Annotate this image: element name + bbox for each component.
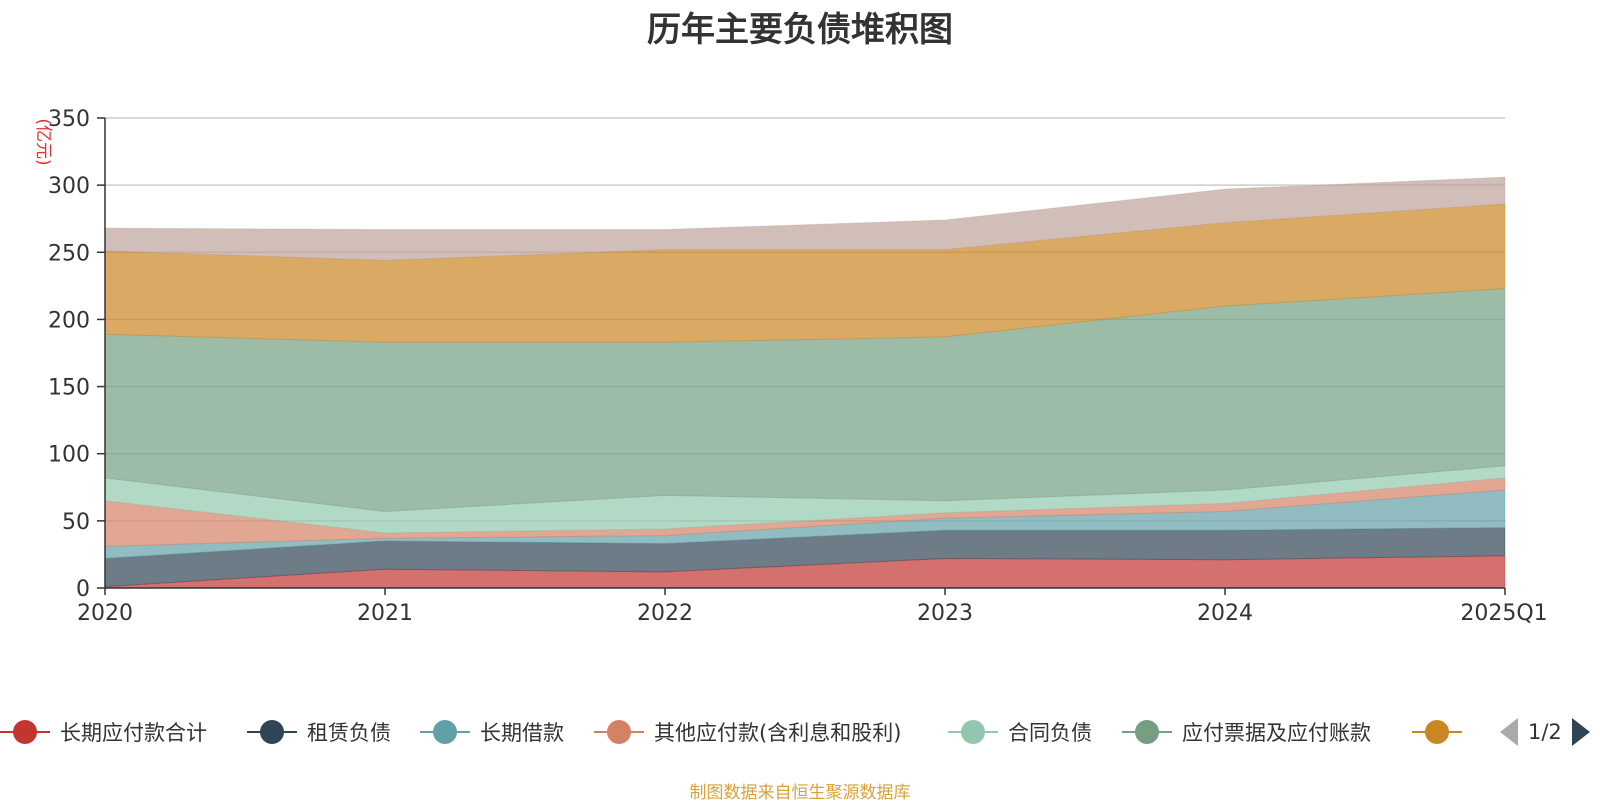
legend-marker-icon	[1122, 712, 1172, 752]
legend-item[interactable]: 应付票据及应付账款	[1122, 712, 1371, 752]
legend-dot-icon	[961, 720, 985, 744]
legend-label: 应付票据及应付账款	[1182, 721, 1371, 745]
legend-label: 租赁负债	[307, 721, 391, 745]
legend-dot-icon	[1135, 720, 1159, 744]
stacked-area-chart: 0 50 100 150 200 250 300 350 2020 2021 2022 2023 202…	[33, 107, 1548, 626]
legend-marker-icon	[0, 712, 50, 752]
legend-item[interactable]: 合同负债	[948, 712, 1092, 752]
data-source-note: 制图数据来自恒生聚源数据库	[689, 783, 911, 803]
chart-title: 历年主要负债堆积图	[647, 10, 953, 50]
legend-marker-icon	[420, 712, 470, 752]
legend-page-indicator: 1/2	[1528, 720, 1562, 744]
legend-next-page-icon[interactable]	[1571, 718, 1590, 746]
area-series-7	[104, 176, 1506, 261]
legend-dot-icon	[260, 720, 284, 744]
y-tick-label: 250	[48, 241, 90, 266]
x-tick-label: 2024	[1197, 601, 1253, 626]
x-tick-label: 2021	[357, 601, 413, 626]
y-tick-label: 50	[62, 510, 90, 535]
legend-dot-icon	[433, 720, 457, 744]
legend-item[interactable]	[1412, 712, 1462, 752]
area-series-1	[104, 527, 1506, 588]
legend-marker-icon	[247, 712, 297, 752]
y-axis-unit-label: (亿元)	[33, 118, 53, 165]
legend-dot-icon	[607, 720, 631, 744]
area-series	[104, 176, 1506, 589]
legend-dot-icon	[1425, 720, 1449, 744]
legend-prev-page-icon[interactable]	[1500, 718, 1518, 746]
x-tick-label: 2022	[637, 601, 693, 626]
legend-label: 其他应付款(含利息和股利)	[654, 721, 902, 745]
legend-item[interactable]: 长期应付款合计	[0, 712, 207, 752]
x-tick-label: 2023	[917, 601, 973, 626]
axes: 0 50 100 150 200 250 300 350 2020 2021 2022 2023 202…	[33, 107, 1548, 626]
legend-label: 长期借款	[480, 721, 564, 745]
legend-pager: 1/2	[1500, 712, 1590, 752]
y-tick-label: 300	[48, 174, 90, 199]
legend: 长期应付款合计 租赁负债 长期借款 其他应付款(含利息和股利) 合同负债 应付票据及应付账…	[0, 712, 1600, 752]
legend-label: 合同负债	[1008, 721, 1092, 745]
legend-label: 长期应付款合计	[60, 721, 207, 745]
area-series-4	[104, 465, 1506, 534]
y-tick-label: 150	[48, 376, 90, 401]
legend-item[interactable]: 租赁负债	[247, 712, 391, 752]
y-tick-label: 100	[48, 443, 90, 468]
legend-item[interactable]: 长期借款	[420, 712, 564, 752]
legend-item[interactable]: 其他应付款(含利息和股利)	[594, 712, 901, 752]
x-tick-label: 2025Q1	[1460, 601, 1547, 626]
area-series-2	[104, 489, 1506, 559]
y-tick-label: 350	[48, 107, 90, 132]
x-tick-label: 2020	[77, 601, 133, 626]
y-tick-label: 200	[48, 308, 90, 333]
legend-marker-icon	[1412, 712, 1462, 752]
y-tick-label: 0	[76, 577, 90, 602]
legend-marker-icon	[948, 712, 998, 752]
legend-dot-icon	[13, 720, 37, 744]
legend-marker-icon	[594, 712, 644, 752]
